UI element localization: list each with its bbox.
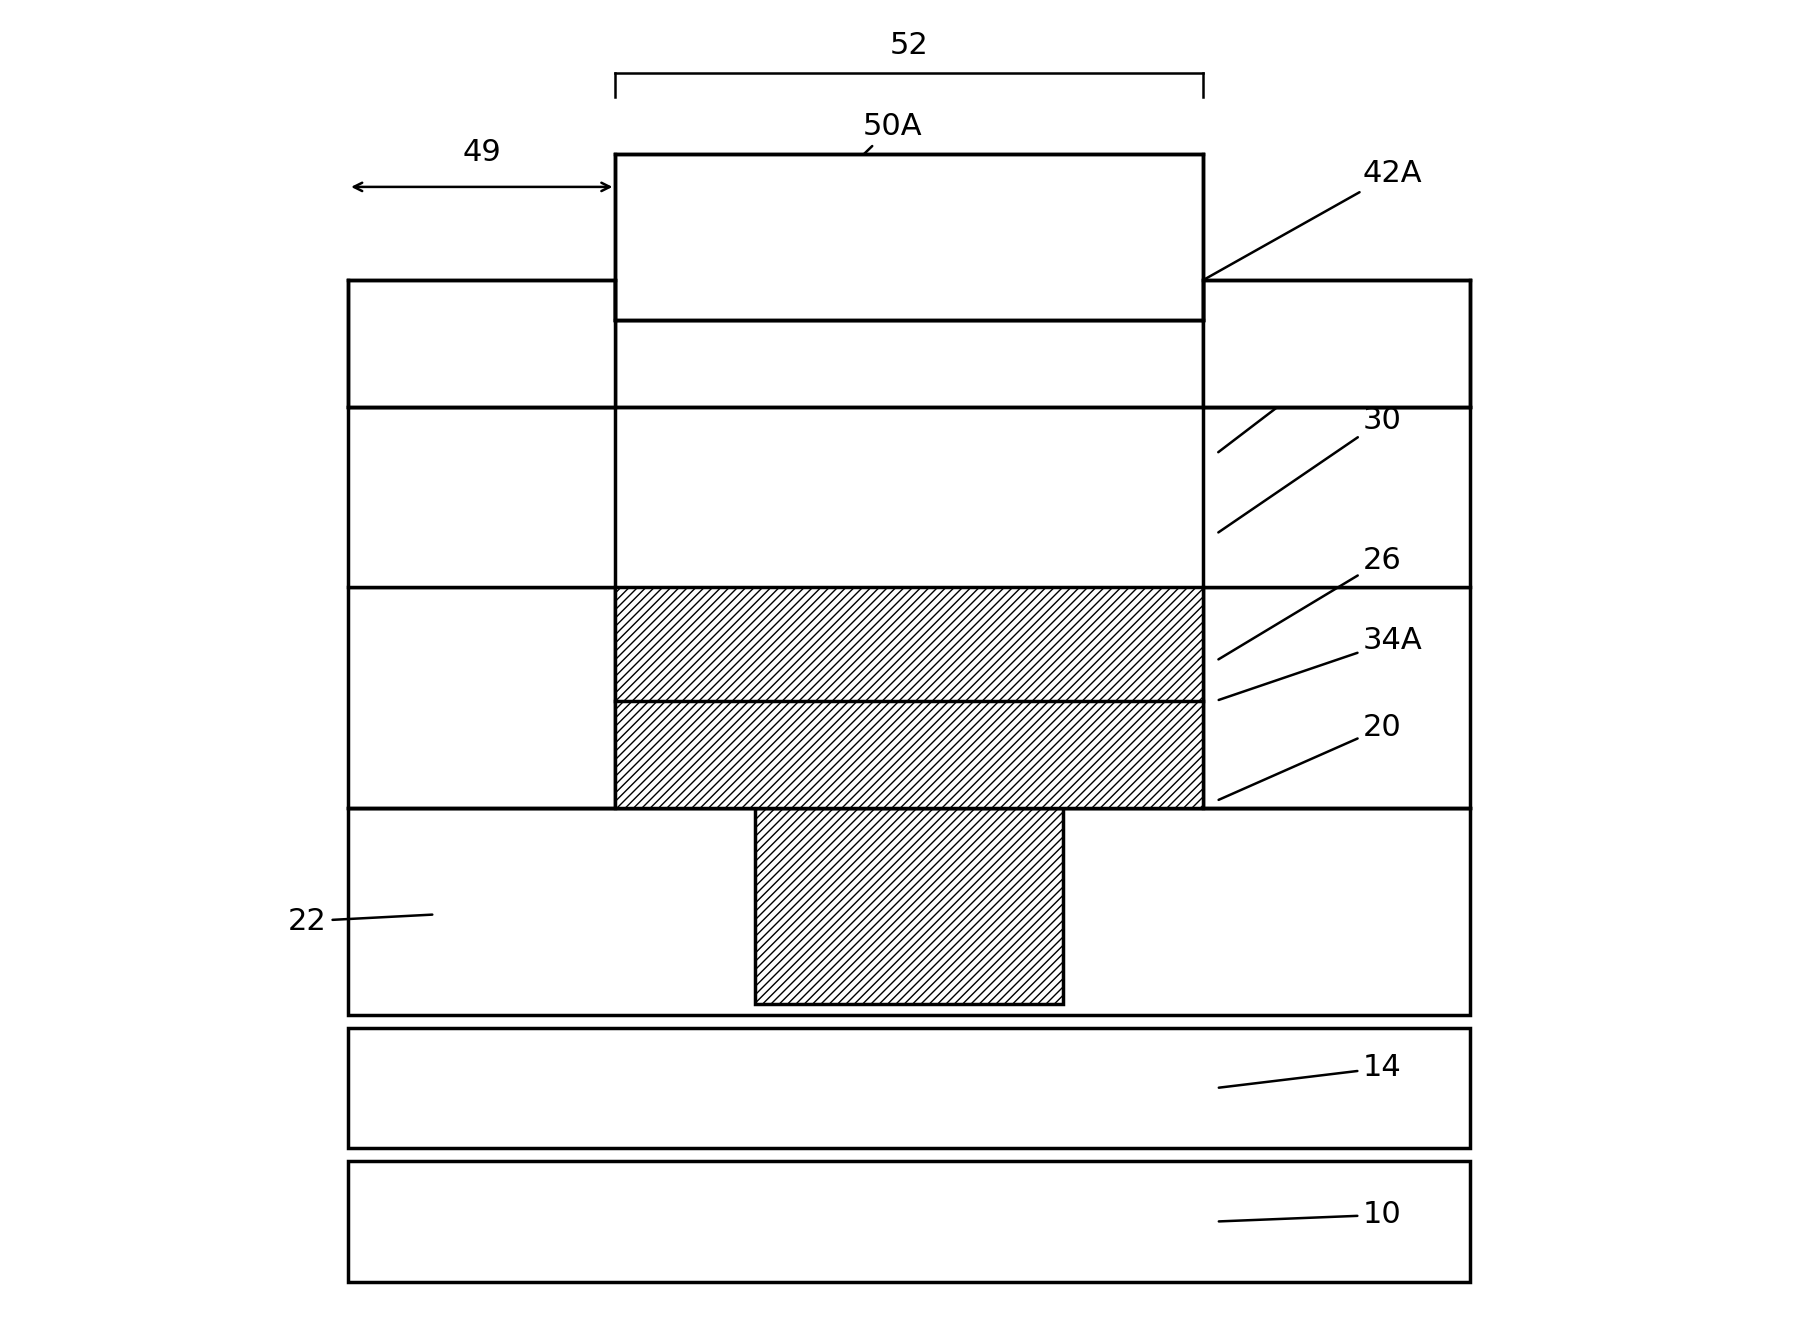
Text: 52: 52 [889, 31, 929, 60]
Bar [349, 1028, 1469, 1148]
Text: 44: 44 [1218, 312, 1402, 453]
Bar [1204, 407, 1469, 587]
Bar [349, 587, 614, 808]
Text: 42A: 42A [1205, 159, 1422, 279]
Bar [1204, 587, 1469, 808]
Text: 22: 22 [289, 906, 433, 936]
Bar [614, 320, 1204, 407]
Bar [1204, 280, 1469, 407]
Bar [614, 154, 1204, 320]
Text: 50A: 50A [798, 112, 922, 219]
Bar [349, 1161, 1469, 1282]
Bar [756, 808, 1062, 1004]
Text: 34A: 34A [1218, 626, 1423, 700]
Text: 10: 10 [1218, 1200, 1402, 1230]
Text: 20: 20 [1218, 713, 1402, 800]
Bar [349, 407, 614, 587]
Bar [349, 280, 614, 407]
Text: 26: 26 [1218, 546, 1402, 659]
Bar [349, 808, 1469, 1015]
Text: 49: 49 [462, 138, 502, 167]
Text: 30: 30 [1218, 406, 1402, 533]
Text: 14: 14 [1218, 1053, 1402, 1088]
Bar [614, 587, 1204, 808]
